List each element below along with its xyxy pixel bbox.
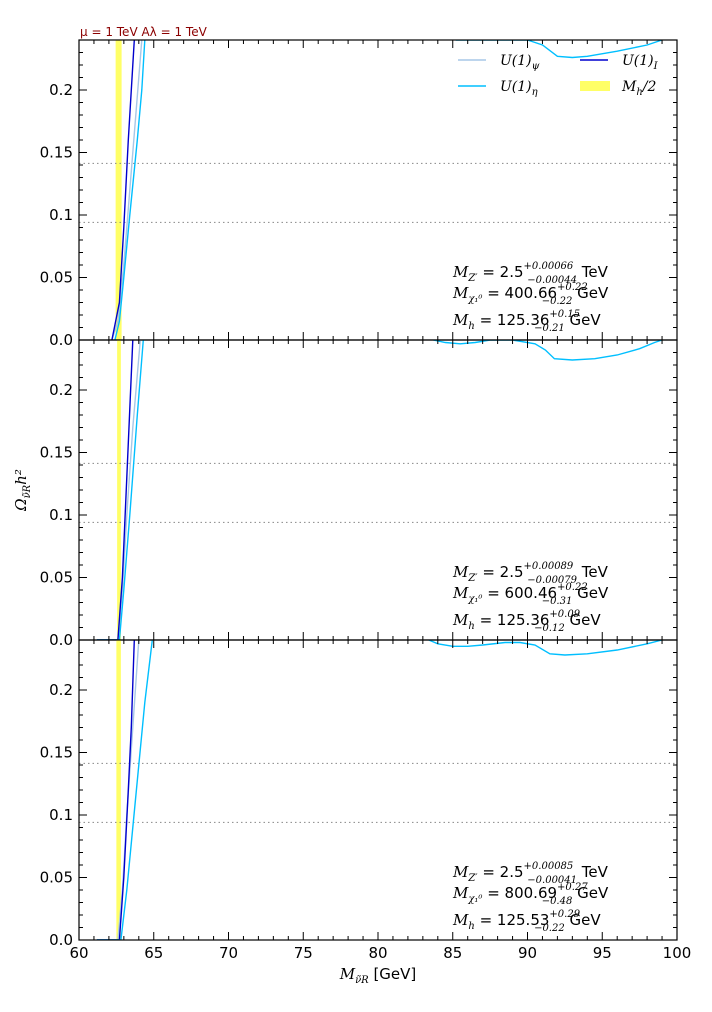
top-note: μ = 1 TeV Aλ = 1 TeV [80,25,208,39]
series-U1-line-3 [114,40,146,340]
legend-label: Mh/2 [621,79,657,98]
annotation-mass: MZ′ = 2.5+0.00085 −0.00041 TeV [452,861,609,886]
series-U1-line-3 [96,640,153,940]
x-tick-label: 75 [294,944,313,962]
legend-label: U(1)I [622,53,659,72]
y-tick-label: 0.15 [40,744,73,762]
x-tick-label: 60 [69,944,88,962]
x-tick-label: 100 [663,944,692,962]
annotation-mass: Mh = 125.53+0.29 −0.22 GeV [452,909,601,934]
panels: 0.0 0.05 0.1 0.15 0.2 MZ′ = 2.5+0.00066 −0.000… [40,39,678,949]
y-tick-label: 0.05 [40,869,73,887]
panel-1: 0.0 0.05 0.1 0.15 0.2 MZ′ = 2.5+0.00066 −0.000… [40,39,678,349]
annotation-mass: Mχ₁⁰ = 800.69+0.27 −0.48 GeV [452,882,609,907]
series-U1I-line-2 [96,640,135,940]
y-tick-label: 0.2 [49,681,73,699]
x-axis-title: Mν̃R [GeV] [339,965,417,986]
annotation-mass: Mχ₁⁰ = 400.66+0.22 −0.22 GeV [452,282,609,307]
y-tick-label: 0.1 [49,506,73,524]
legend-item-2: U(1)I [580,53,659,72]
y-tick-label: 0.0 [49,331,73,349]
series-U1-line-4 [455,40,663,59]
y-tick-label: 0.15 [40,444,73,462]
y-axis-title: Ων̃Rh² [12,469,33,512]
annotation-mass: Mh = 125.36+0.15 −0.21 GeV [452,309,601,334]
legend: U(1)ψ U(1)I U(1)η Mh/2 [458,53,659,98]
mh-half-band [117,340,121,640]
y-tick-label: 0.1 [49,806,73,824]
series-U1I-line-2 [111,40,135,340]
axis-labels: 60 65 70 75 80 85 90 95 100 Mν̃R [GeV] Ων̃Rh² [12,469,691,986]
legend-swatch [580,81,610,91]
annotation-mass: Mχ₁⁰ = 600.46+0.22 −0.31 GeV [452,582,609,607]
y-tick-label: 0.15 [40,144,73,162]
x-tick-label: 65 [144,944,163,962]
y-tick-label: 0.05 [40,269,73,287]
legend-label: U(1)ψ [500,53,540,72]
annotation-mass: MZ′ = 2.5+0.00089 −0.00079 TeV [452,561,609,586]
mh-half-band [115,40,122,340]
panel-3: 0.0 0.05 0.1 0.15 0.2 MZ′ = 2.5+0.00085 −0.000… [40,639,678,949]
y-tick-label: 0.2 [49,381,73,399]
x-tick-label: 90 [518,944,537,962]
series-U1-line-1 [96,340,141,640]
y-tick-label: 0.2 [49,81,73,99]
mh-half-band [116,640,121,940]
y-tick-label: 0.1 [49,206,73,224]
series-U1-line-3 [96,340,144,640]
series-U1-line-4 [433,340,663,361]
legend-item-4: Mh/2 [580,79,657,98]
x-tick-label: 70 [219,944,238,962]
x-tick-label: 95 [593,944,612,962]
legend-label: U(1)η [500,79,538,98]
annotation-mass: Mh = 125.36+0.09 −0.12 GeV [452,609,601,634]
y-tick-label: 0.0 [49,931,73,949]
series-U1I-line-2 [96,340,134,640]
legend-item-1: U(1)ψ [458,53,540,72]
x-tick-label: 80 [368,944,387,962]
x-tick-label: 85 [443,944,462,962]
y-tick-label: 0.05 [40,569,73,587]
legend-item-3: U(1)η [458,79,538,98]
series-U1-line-4 [428,640,663,656]
panel-2: 0.0 0.05 0.1 0.15 0.2 MZ′ = 2.5+0.00089 −0.000… [40,339,678,649]
series-U1-line-1 [111,40,143,340]
y-tick-label: 0.0 [49,631,73,649]
annotation-mass: MZ′ = 2.5+0.00066 −0.00044 TeV [452,261,609,286]
